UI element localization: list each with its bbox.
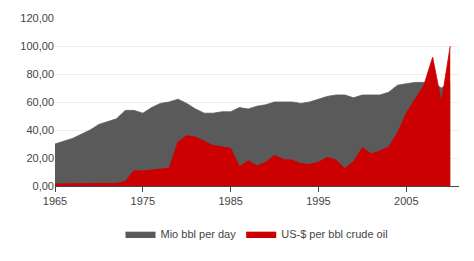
svg-text:0,00: 0,00: [33, 180, 54, 192]
svg-text:40,00: 40,00: [26, 124, 54, 136]
svg-text:100,00: 100,00: [20, 40, 54, 52]
svg-text:1975: 1975: [131, 195, 155, 207]
svg-text:1965: 1965: [43, 195, 67, 207]
svg-text:1995: 1995: [306, 195, 330, 207]
svg-text:1985: 1985: [218, 195, 242, 207]
svg-text:US-$ per bbl crude oil: US-$ per bbl crude oil: [281, 228, 387, 240]
svg-text:120,00: 120,00: [20, 12, 54, 24]
svg-text:60,00: 60,00: [26, 96, 54, 108]
svg-text:2005: 2005: [394, 195, 418, 207]
svg-text:80,00: 80,00: [26, 68, 54, 80]
svg-text:20,00: 20,00: [26, 152, 54, 164]
svg-text:Mio bbl per day: Mio bbl per day: [161, 228, 237, 240]
